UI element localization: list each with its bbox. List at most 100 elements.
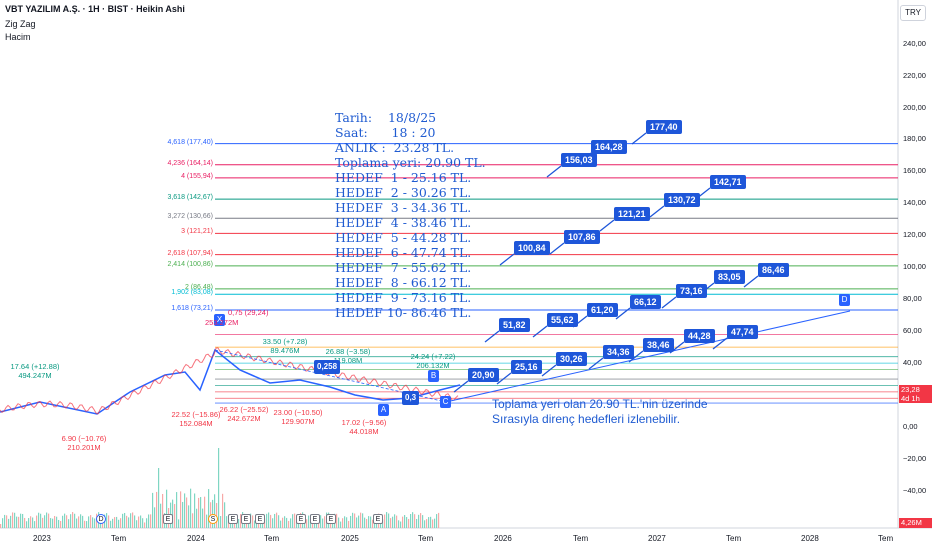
volume-bar xyxy=(38,512,40,528)
indicator-volume[interactable]: Hacim xyxy=(5,32,31,42)
grid-lines xyxy=(0,0,932,529)
volume-bar xyxy=(162,493,164,528)
volume-bar xyxy=(116,516,118,528)
target-upper-label[interactable]: 121,21 xyxy=(614,207,650,221)
target-low-pointer xyxy=(541,364,557,377)
event-marker[interactable]: E xyxy=(255,514,265,524)
target-upper-label[interactable]: 164,28 xyxy=(591,140,627,154)
volume-bar xyxy=(46,512,48,528)
volume-bar xyxy=(218,448,220,528)
event-marker[interactable]: E xyxy=(326,514,336,524)
ratio-label[interactable]: 0,258 xyxy=(314,360,341,374)
target-upper-pointer xyxy=(499,253,515,266)
target-upper-label[interactable]: 142,71 xyxy=(710,175,746,189)
volume-bar xyxy=(22,513,24,528)
volume-bar xyxy=(436,514,438,528)
event-marker[interactable]: E xyxy=(373,514,383,524)
target-upper-label[interactable]: 130,72 xyxy=(664,193,700,207)
volume-bar xyxy=(392,516,394,528)
target-low-label[interactable]: 47,74 xyxy=(727,325,758,339)
volume-bar xyxy=(418,514,420,528)
target-low-label[interactable]: 30,26 xyxy=(556,352,587,366)
volume-bar xyxy=(16,516,18,528)
volume-bar xyxy=(278,515,280,528)
volume-bar xyxy=(268,512,270,528)
volume-bar xyxy=(372,519,374,528)
last-price-countdown: 4d 1h xyxy=(901,393,920,403)
volume-bar xyxy=(370,516,372,528)
target-upper-label[interactable]: 177,40 xyxy=(646,120,682,134)
target-upper-label[interactable]: 156,03 xyxy=(561,153,597,167)
volume-bar xyxy=(92,517,94,528)
target-upper-label[interactable]: 107,86 xyxy=(564,230,600,244)
x-tick-label: Tem xyxy=(573,534,589,543)
y-tick-label: 60,00 xyxy=(903,326,922,336)
volume-bar xyxy=(212,499,214,528)
volume-bar xyxy=(354,513,356,528)
volume-bar xyxy=(94,518,96,528)
marker-c[interactable]: C xyxy=(440,396,451,408)
volume-bar xyxy=(172,499,174,528)
target-mid-label[interactable]: 66,12 xyxy=(630,295,661,309)
target-mid-label[interactable]: 61,20 xyxy=(587,303,618,317)
marker-x[interactable]: X xyxy=(214,314,225,326)
volume-bar xyxy=(364,517,366,528)
target-mid-label[interactable]: 55,62 xyxy=(547,313,578,327)
target-mid-label[interactable]: 51,82 xyxy=(499,318,530,332)
pivot-volume: 129.907M xyxy=(281,417,315,426)
target-mid-label[interactable]: 73,16 xyxy=(676,284,707,298)
pivot-label: 17.64 (+12.88) 494.247M xyxy=(5,362,65,380)
volume-bar xyxy=(54,515,56,528)
volume-bar xyxy=(204,496,206,528)
note-line: HEDEF 9 - 73.16 TL. xyxy=(335,290,472,305)
volume-bar xyxy=(294,513,296,528)
zigzag-line xyxy=(0,348,461,415)
note-line: HEDEF 3 - 34.36 TL. xyxy=(335,200,472,215)
target-low-label[interactable]: 20,90 xyxy=(468,368,499,382)
event-marker[interactable]: E xyxy=(241,514,251,524)
volume-bar xyxy=(388,513,390,528)
marker-b[interactable]: B xyxy=(428,370,439,382)
target-low-label[interactable]: 34,36 xyxy=(603,345,634,359)
chart-title: VBT YAZILIM A.Ş. · 1H · BIST · Heikin As… xyxy=(5,4,185,14)
target-mid-label[interactable]: 83,05 xyxy=(714,270,745,284)
volume-bar xyxy=(276,512,278,528)
volume-bar xyxy=(120,518,122,528)
event-marker[interactable]: E xyxy=(310,514,320,524)
volume-bar xyxy=(404,515,406,528)
volume-bar xyxy=(174,504,176,528)
marker-d[interactable]: D xyxy=(839,294,850,306)
volume-bar xyxy=(138,516,140,528)
volume-bar xyxy=(356,517,358,528)
volume-bar xyxy=(106,513,108,528)
target-upper-label[interactable]: 100,84 xyxy=(514,241,550,255)
volume-bar xyxy=(58,519,60,528)
volume-bar xyxy=(374,521,376,528)
volume-bar xyxy=(270,514,272,528)
event-marker[interactable]: E xyxy=(296,514,306,524)
target-low-label[interactable]: 44,28 xyxy=(684,329,715,343)
volume-bar xyxy=(140,515,142,528)
volume-bar xyxy=(192,513,194,528)
volume-bar xyxy=(396,515,398,528)
marker-a[interactable]: A xyxy=(378,404,389,416)
indicator-zigzag[interactable]: Zig Zag xyxy=(5,19,36,29)
event-marker[interactable]: E xyxy=(228,514,238,524)
target-mid-label[interactable]: 86,46 xyxy=(758,263,789,277)
volume-bar xyxy=(26,521,28,528)
target-low-label[interactable]: 38,46 xyxy=(643,338,674,352)
event-marker[interactable]: S xyxy=(208,514,218,524)
event-marker[interactable]: D xyxy=(96,514,106,524)
note-line: HEDEF 7 - 55.62 TL. xyxy=(335,260,472,275)
target-low-label[interactable]: 25,16 xyxy=(511,360,542,374)
note-box: Tarih: 18/8/25 Saat: 18 : 20 ANLIK : 23.28… xyxy=(335,110,486,320)
currency-button[interactable]: TRY xyxy=(900,5,926,21)
volume-bar xyxy=(286,517,288,528)
volume-bar xyxy=(2,518,4,528)
pivot-value: 22.52 (−15.86) xyxy=(171,410,221,419)
ratio-label[interactable]: 0,3 xyxy=(402,391,420,405)
note-line: Saat: 18 : 20 xyxy=(335,125,436,140)
event-marker[interactable]: E xyxy=(163,514,173,524)
volume-bar xyxy=(342,518,344,528)
